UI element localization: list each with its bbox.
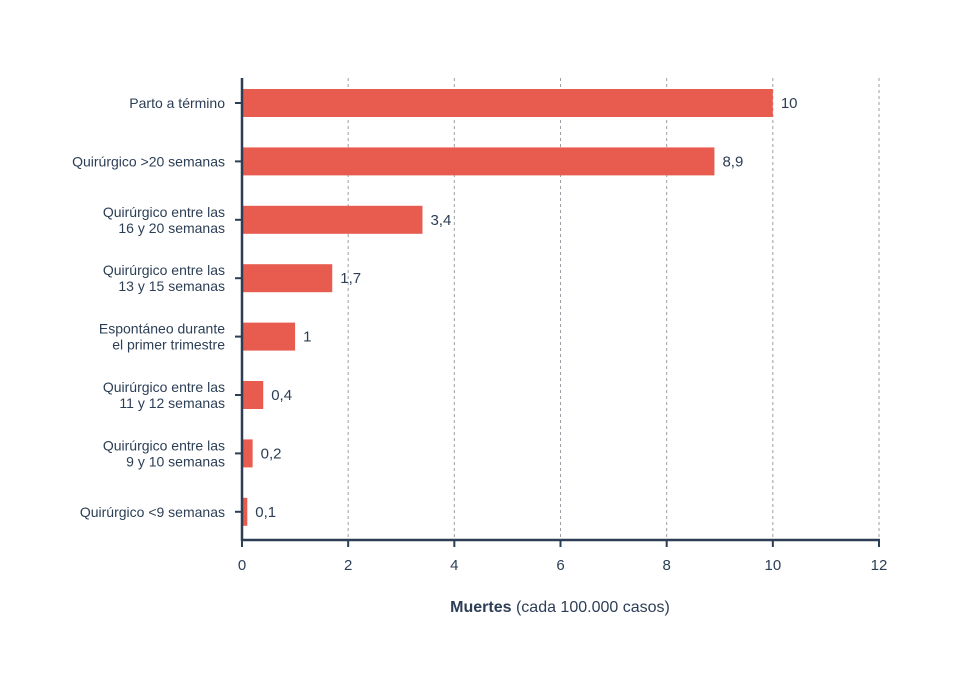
- category-label-line: Quirúrgico entre las: [103, 204, 225, 220]
- value-labels: 10 8,9 3,4 1,7 1 0,4 0,2 0,1: [255, 95, 797, 521]
- bar: [242, 264, 333, 293]
- category-label: Quirúrgico entre las 16 y 20 semanas: [103, 204, 225, 236]
- value-label: 0,4: [271, 387, 292, 404]
- bar: [242, 381, 264, 409]
- x-axis-title-bold: Muertes: [450, 599, 511, 616]
- bar: [242, 322, 296, 351]
- x-axis-title: Muertes (cada 100.000 casos): [450, 599, 670, 616]
- category-label-line: Quirúrgico entre las: [103, 262, 225, 278]
- x-axis-title-rest: (cada 100.000 casos): [512, 599, 670, 616]
- value-label: 3,4: [430, 212, 451, 229]
- category-label-line: el primer trimestre: [112, 337, 225, 353]
- category-label-line: 13 y 15 semanas: [118, 278, 225, 294]
- bar: [242, 147, 715, 176]
- bar: [242, 89, 773, 117]
- x-tick-label: 10: [764, 557, 781, 574]
- x-tick-label: 4: [450, 557, 458, 574]
- category-label-line: Parto a término: [129, 95, 225, 111]
- category-label-line: Quirúrgico >20 semanas: [72, 153, 225, 169]
- category-label: Quirúrgico entre las 11 y 12 semanas: [103, 379, 225, 411]
- grid-lines: [347, 78, 880, 540]
- x-tick-label: 8: [662, 557, 670, 574]
- category-label-line: 9 y 10 semanas: [126, 453, 225, 469]
- category-label-line: Quirúrgico entre las: [103, 379, 225, 395]
- x-tick-labels: 0 2 4 6 8 10 12: [238, 557, 888, 574]
- x-tick-label: 6: [556, 557, 564, 574]
- category-label-line: 16 y 20 semanas: [118, 220, 225, 236]
- category-label-line: Quirúrgico entre las: [103, 437, 225, 453]
- category-label: Espontáneo durante el primer trimestre: [99, 321, 225, 353]
- value-label: 10: [781, 95, 798, 112]
- category-label-line: 11 y 12 semanas: [119, 395, 225, 411]
- x-tick-label: 12: [871, 557, 888, 574]
- category-label: Quirúrgico entre las 9 y 10 semanas: [103, 437, 225, 469]
- category-label: Quirúrgico >20 semanas: [72, 153, 225, 169]
- bars: [242, 89, 773, 526]
- value-label: 1: [303, 329, 311, 346]
- bar: [242, 439, 253, 468]
- category-label: Quirúrgico entre las 13 y 15 semanas: [103, 262, 225, 294]
- category-label-line: Espontáneo durante: [99, 321, 225, 337]
- axes: [235, 78, 880, 547]
- x-tick-label: 0: [238, 557, 246, 574]
- category-labels: Parto a término Quirúrgico >20 semanas Qui…: [72, 95, 225, 520]
- category-label: Parto a término: [129, 95, 225, 111]
- bar: [242, 205, 423, 234]
- category-label-line: Quirúrgico <9 semanas: [80, 504, 225, 520]
- x-tick-label: 2: [344, 557, 352, 574]
- value-label: 0,2: [261, 445, 282, 462]
- category-label: Quirúrgico <9 semanas: [80, 504, 225, 520]
- value-label: 1,7: [340, 270, 361, 287]
- value-label: 0,1: [255, 504, 276, 521]
- bar: [242, 497, 248, 526]
- value-label: 8,9: [722, 153, 743, 170]
